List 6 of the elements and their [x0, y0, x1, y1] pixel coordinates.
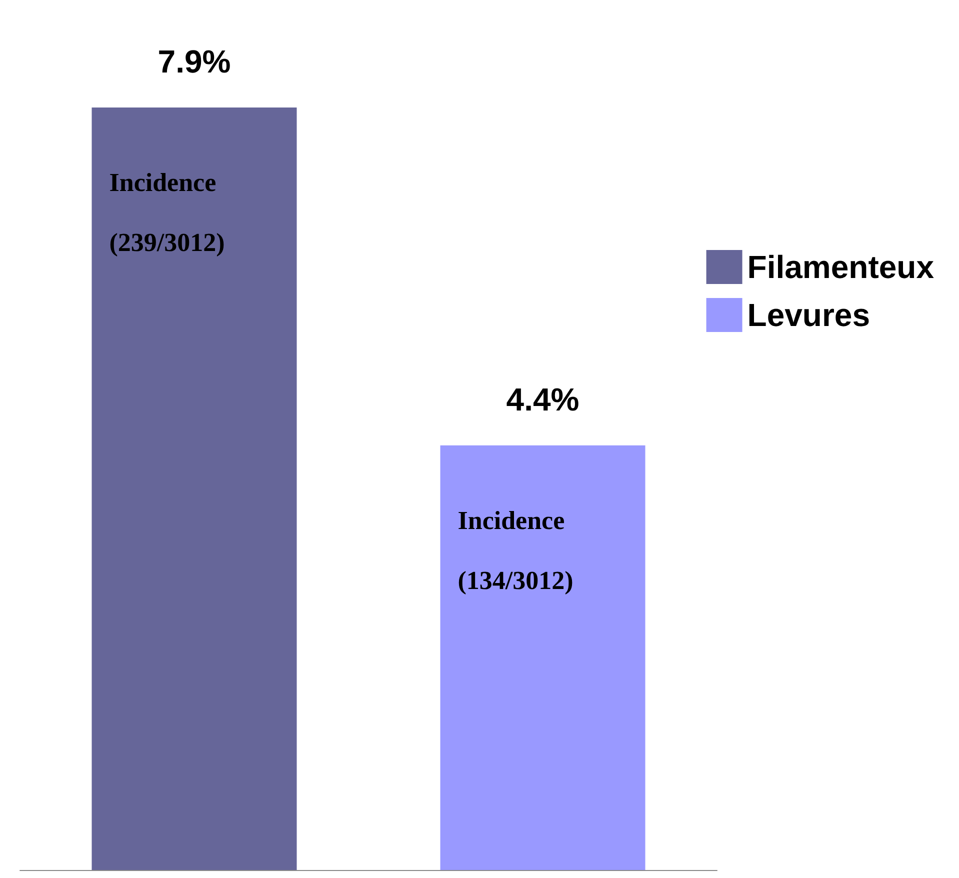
data-label: 7.9%	[158, 44, 231, 80]
annotation: Incidence (239/3012)	[109, 168, 225, 258]
legend-label: Levures	[747, 297, 870, 333]
annotation: Incidence (134/3012)	[458, 506, 574, 595]
legend-label: Filamenteux	[747, 249, 934, 285]
data-label: 4.4%	[506, 381, 580, 418]
